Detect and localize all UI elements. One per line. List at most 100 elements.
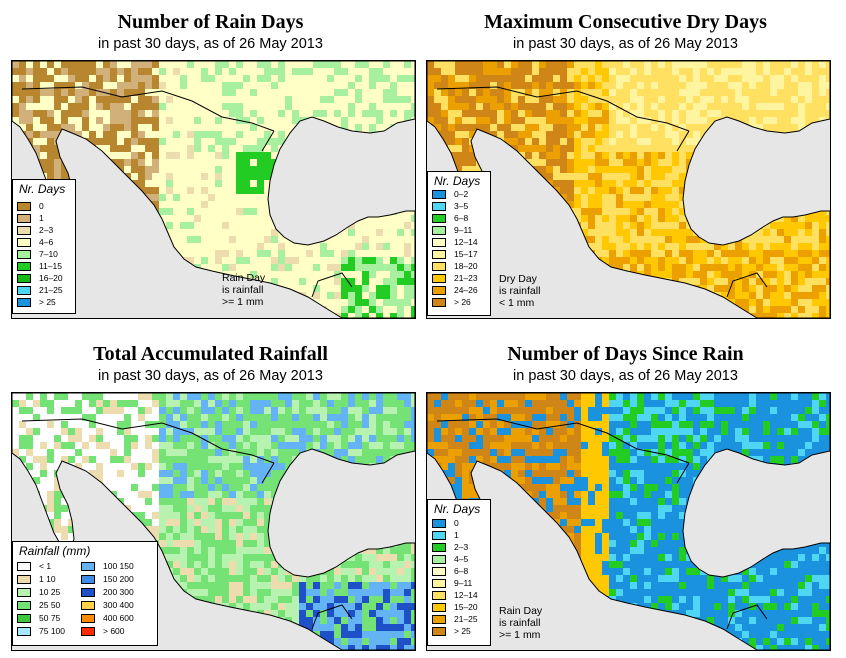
grid-cell bbox=[355, 306, 362, 313]
grid-cell bbox=[390, 428, 397, 435]
grid-cell bbox=[560, 285, 567, 292]
grid-cell bbox=[201, 414, 208, 421]
grid-cell bbox=[201, 505, 208, 512]
grid-cell bbox=[215, 166, 222, 173]
grid-cell bbox=[208, 271, 215, 278]
grid-cell bbox=[271, 117, 278, 124]
grid-cell bbox=[103, 264, 110, 271]
grid-cell bbox=[672, 292, 679, 299]
grid-cell bbox=[243, 596, 250, 603]
grid-cell bbox=[665, 299, 672, 306]
grid-cell bbox=[68, 61, 75, 68]
grid-cell bbox=[355, 75, 362, 82]
grid-cell bbox=[749, 393, 756, 400]
grid-cell bbox=[397, 617, 404, 624]
grid-cell bbox=[110, 257, 117, 264]
grid-cell bbox=[483, 75, 490, 82]
grid-cell bbox=[560, 194, 567, 201]
grid-cell bbox=[784, 187, 791, 194]
grid-cell bbox=[201, 589, 208, 596]
grid-cell bbox=[686, 306, 693, 313]
grid-cell bbox=[61, 166, 68, 173]
grid-cell bbox=[397, 271, 404, 278]
grid-cell bbox=[229, 82, 236, 89]
grid-cell bbox=[348, 512, 355, 519]
grid-cell bbox=[54, 533, 61, 540]
grid-cell bbox=[567, 306, 574, 313]
grid-cell bbox=[68, 491, 75, 498]
grid-cell bbox=[404, 428, 411, 435]
grid-cell bbox=[469, 103, 476, 110]
grid-cell bbox=[12, 68, 19, 75]
grid-cell bbox=[257, 421, 264, 428]
grid-cell bbox=[376, 456, 383, 463]
grid-cell bbox=[236, 589, 243, 596]
grid-cell bbox=[434, 68, 441, 75]
grid-cell bbox=[215, 299, 222, 306]
grid-cell bbox=[791, 194, 798, 201]
grid-cell bbox=[229, 617, 236, 624]
grid-cell bbox=[567, 187, 574, 194]
grid-cell bbox=[19, 68, 26, 75]
grid-cell bbox=[448, 400, 455, 407]
grid-cell bbox=[728, 82, 735, 89]
grid-cell bbox=[173, 463, 180, 470]
grid-cell bbox=[826, 96, 830, 103]
grid-cell bbox=[292, 540, 299, 547]
grid-cell bbox=[152, 470, 159, 477]
grid-cell bbox=[313, 540, 320, 547]
grid-cell bbox=[819, 271, 826, 278]
grid-cell bbox=[194, 603, 201, 610]
grid-cell bbox=[292, 603, 299, 610]
grid-cell bbox=[616, 152, 623, 159]
grid-cell bbox=[117, 393, 124, 400]
grid-cell bbox=[728, 264, 735, 271]
grid-cell bbox=[96, 201, 103, 208]
grid-cell bbox=[588, 271, 595, 278]
grid-cell bbox=[644, 222, 651, 229]
grid-cell bbox=[588, 264, 595, 271]
grid-cell bbox=[306, 138, 313, 145]
grid-cell bbox=[124, 407, 131, 414]
grid-cell bbox=[369, 456, 376, 463]
grid-cell bbox=[166, 222, 173, 229]
legend-label: 3–5 bbox=[454, 201, 469, 211]
grid-cell bbox=[299, 110, 306, 117]
grid-cell bbox=[152, 278, 159, 285]
grid-cell bbox=[362, 554, 369, 561]
grid-cell bbox=[103, 414, 110, 421]
legend-label: 12–14 bbox=[454, 237, 478, 247]
grid-cell bbox=[798, 124, 805, 131]
grid-cell bbox=[229, 110, 236, 117]
grid-cell bbox=[441, 75, 448, 82]
grid-cell bbox=[194, 285, 201, 292]
grid-cell bbox=[180, 421, 187, 428]
grid-cell bbox=[763, 89, 770, 96]
grid-cell bbox=[75, 243, 82, 250]
grid-cell bbox=[236, 173, 243, 180]
grid-cell bbox=[236, 159, 243, 166]
grid-cell bbox=[173, 526, 180, 533]
grid-cell bbox=[271, 610, 278, 617]
grid-cell bbox=[390, 257, 397, 264]
grid-cell bbox=[567, 250, 574, 257]
grid-cell bbox=[525, 82, 532, 89]
grid-cell bbox=[637, 117, 644, 124]
grid-cell bbox=[110, 222, 117, 229]
grid-cell bbox=[791, 292, 798, 299]
grid-cell bbox=[173, 292, 180, 299]
grid-cell bbox=[546, 299, 553, 306]
grid-cell bbox=[369, 589, 376, 596]
grid-cell bbox=[567, 103, 574, 110]
grid-cell bbox=[243, 229, 250, 236]
grid-cell bbox=[320, 152, 327, 159]
grid-cell bbox=[679, 131, 686, 138]
grid-cell bbox=[355, 103, 362, 110]
grid-cell bbox=[602, 257, 609, 264]
grid-cell bbox=[236, 407, 243, 414]
grid-cell bbox=[763, 393, 770, 400]
grid-cell bbox=[376, 124, 383, 131]
grid-cell bbox=[166, 638, 173, 645]
grid-cell bbox=[546, 208, 553, 215]
grid-cell bbox=[145, 393, 152, 400]
